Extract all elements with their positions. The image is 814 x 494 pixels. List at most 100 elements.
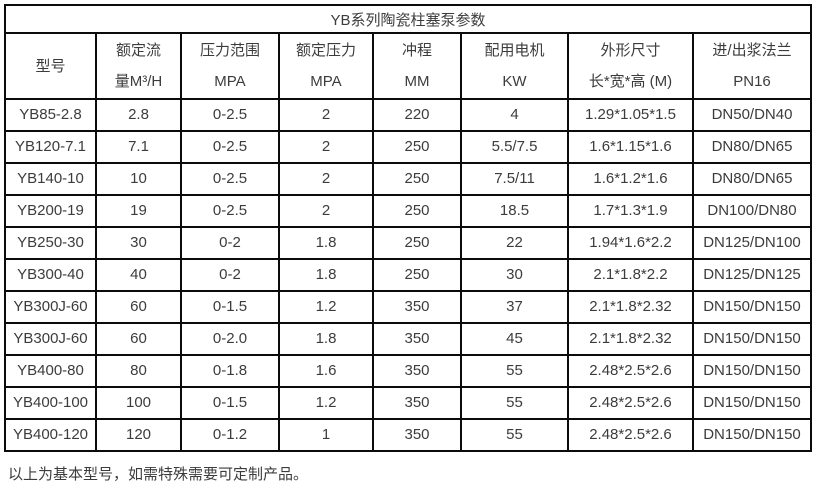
- value-cell: 0-1.8: [180, 354, 280, 388]
- table-row: YB400-100 100 0-1.5 1.2 350 55 2.48*2.5*2.6 DN1…: [4, 386, 813, 420]
- table-row: YB85-2.8 2.8 0-2.5 2 220 4 1.29*1.05*1.5 DN50/D…: [4, 98, 813, 132]
- value-cell: 80: [95, 354, 182, 388]
- value-cell: 1.94*1.6*2.2: [567, 226, 694, 260]
- column-header-line: PN16: [733, 73, 771, 90]
- table-row: YB250-30 30 0-2 1.8 250 22 1.94*1.6*2.2 DN125/D…: [4, 226, 813, 260]
- value-cell: DN150/DN150: [691, 322, 813, 356]
- column-header-line: MPA: [214, 73, 246, 90]
- table-title: YB系列陶瓷柱塞泵参数: [3, 4, 813, 34]
- value-cell: 100: [95, 386, 182, 420]
- value-cell: 2: [278, 130, 374, 164]
- value-cell: 1.8: [278, 258, 374, 292]
- value-cell: 0-2: [180, 258, 280, 292]
- value-cell: 60: [95, 322, 182, 356]
- value-cell: 250: [372, 194, 462, 228]
- model-cell: YB140-10: [4, 162, 97, 196]
- value-cell: 1.29*1.05*1.5: [567, 98, 694, 132]
- value-cell: 0-2.0: [180, 322, 280, 356]
- value-cell: DN80/DN65: [691, 162, 813, 196]
- column-header-8: 进/出浆法兰 PN16: [691, 32, 813, 100]
- value-cell: DN150/DN150: [691, 290, 813, 324]
- column-header-5: 冲程 MM: [372, 32, 462, 100]
- value-cell: 0-1.5: [180, 290, 280, 324]
- value-cell: 55: [460, 418, 569, 452]
- column-header-line: MM: [404, 73, 430, 90]
- column-header-line: 量M³/H: [114, 73, 163, 90]
- value-cell: 1.6*1.2*1.6: [567, 162, 694, 196]
- column-header-line: KW: [502, 73, 527, 90]
- value-cell: 60: [95, 290, 182, 324]
- value-cell: DN150/DN150: [691, 418, 813, 452]
- spec-table: YB系列陶瓷柱塞泵参数 型号 额定流 量M³/H 压力范围 MPA 额定压力 MPA 冲程 MM…: [3, 4, 813, 452]
- value-cell: 120: [95, 418, 182, 452]
- value-cell: 30: [460, 258, 569, 292]
- value-cell: 350: [372, 290, 462, 324]
- column-header-6: 配用电机 KW: [460, 32, 569, 100]
- value-cell: 10: [95, 162, 182, 196]
- value-cell: 37: [460, 290, 569, 324]
- value-cell: 0-2.5: [180, 194, 280, 228]
- value-cell: 2.1*1.8*2.32: [567, 322, 694, 356]
- value-cell: 2.8: [95, 98, 182, 132]
- value-cell: 1.6*1.15*1.6: [567, 130, 694, 164]
- model-cell: YB400-120: [4, 418, 97, 452]
- column-header-line: 长*宽*高 (M): [588, 73, 673, 90]
- value-cell: DN50/DN40: [691, 98, 813, 132]
- table-row: YB300J-60 60 0-1.5 1.2 350 37 2.1*1.8*2.32 DN15…: [4, 290, 813, 324]
- value-cell: 2.1*1.8*2.32: [567, 290, 694, 324]
- column-header-line: 冲程: [401, 42, 432, 59]
- value-cell: 0-1.2: [180, 418, 280, 452]
- model-cell: YB400-100: [4, 386, 97, 420]
- table-row: YB300-40 40 0-2 1.8 250 30 2.1*1.8*2.2 DN125/DN…: [4, 258, 813, 292]
- column-header-2: 额定流 量M³/H: [95, 32, 182, 100]
- table-body: YB85-2.8 2.8 0-2.5 2 220 4 1.29*1.05*1.5 DN50/D…: [4, 98, 813, 452]
- value-cell: 220: [372, 98, 462, 132]
- value-cell: 1.8: [278, 322, 374, 356]
- model-cell: YB300J-60: [4, 322, 97, 356]
- value-cell: DN150/DN150: [691, 354, 813, 388]
- value-cell: 350: [372, 386, 462, 420]
- value-cell: 0-2: [180, 226, 280, 260]
- column-header-line: 配用电机: [484, 42, 545, 59]
- column-header-1: 型号: [4, 32, 97, 100]
- table-row: YB300J-60 60 0-2.0 1.8 350 45 2.1*1.8*2.32 DN15…: [4, 322, 813, 356]
- value-cell: 7.5/11: [460, 162, 569, 196]
- value-cell: 0-1.5: [180, 386, 280, 420]
- table-row: YB400-80 80 0-1.8 1.6 350 55 2.48*2.5*2.6 DN150…: [4, 354, 813, 388]
- value-cell: 0-2.5: [180, 98, 280, 132]
- model-cell: YB200-19: [4, 194, 97, 228]
- table-row: YB140-10 10 0-2.5 2 250 7.5/11 1.6*1.2*1.6 DN80…: [4, 162, 813, 196]
- model-cell: YB120-7.1: [4, 130, 97, 164]
- column-header-4: 额定压力 MPA: [278, 32, 374, 100]
- column-header-3: 压力范围 MPA: [180, 32, 280, 100]
- value-cell: DN125/DN125: [691, 258, 813, 292]
- column-header-line: 压力范围: [199, 42, 260, 59]
- model-cell: YB250-30: [4, 226, 97, 260]
- value-cell: 350: [372, 418, 462, 452]
- value-cell: 2.48*2.5*2.6: [567, 386, 694, 420]
- value-cell: 1: [278, 418, 374, 452]
- value-cell: 40: [95, 258, 182, 292]
- table-row: YB400-120 120 0-1.2 1 350 55 2.48*2.5*2.6 DN150…: [4, 418, 813, 452]
- model-cell: YB300-40: [4, 258, 97, 292]
- value-cell: 2: [278, 162, 374, 196]
- value-cell: 55: [460, 354, 569, 388]
- value-cell: 350: [372, 322, 462, 356]
- value-cell: 250: [372, 258, 462, 292]
- value-cell: 1.6: [278, 354, 374, 388]
- column-header-line: 型号: [35, 57, 66, 75]
- value-cell: 55: [460, 386, 569, 420]
- value-cell: 250: [372, 226, 462, 260]
- footer-note: 以上为基本型号，如需特殊需要可定制产品。: [8, 466, 309, 483]
- value-cell: 5.5/7.5: [460, 130, 569, 164]
- value-cell: 19: [95, 194, 182, 228]
- value-cell: 2: [278, 98, 374, 132]
- model-cell: YB400-80: [4, 354, 97, 388]
- title-row: YB系列陶瓷柱塞泵参数: [3, 4, 813, 34]
- value-cell: 0-2.5: [180, 162, 280, 196]
- value-cell: 350: [372, 354, 462, 388]
- table-header-row: 型号 额定流 量M³/H 压力范围 MPA 额定压力 MPA 冲程 MM 配用电机 KW 外形尺寸 长*…: [4, 32, 813, 100]
- value-cell: 4: [460, 98, 569, 132]
- value-cell: 45: [460, 322, 569, 356]
- value-cell: 1.2: [278, 290, 374, 324]
